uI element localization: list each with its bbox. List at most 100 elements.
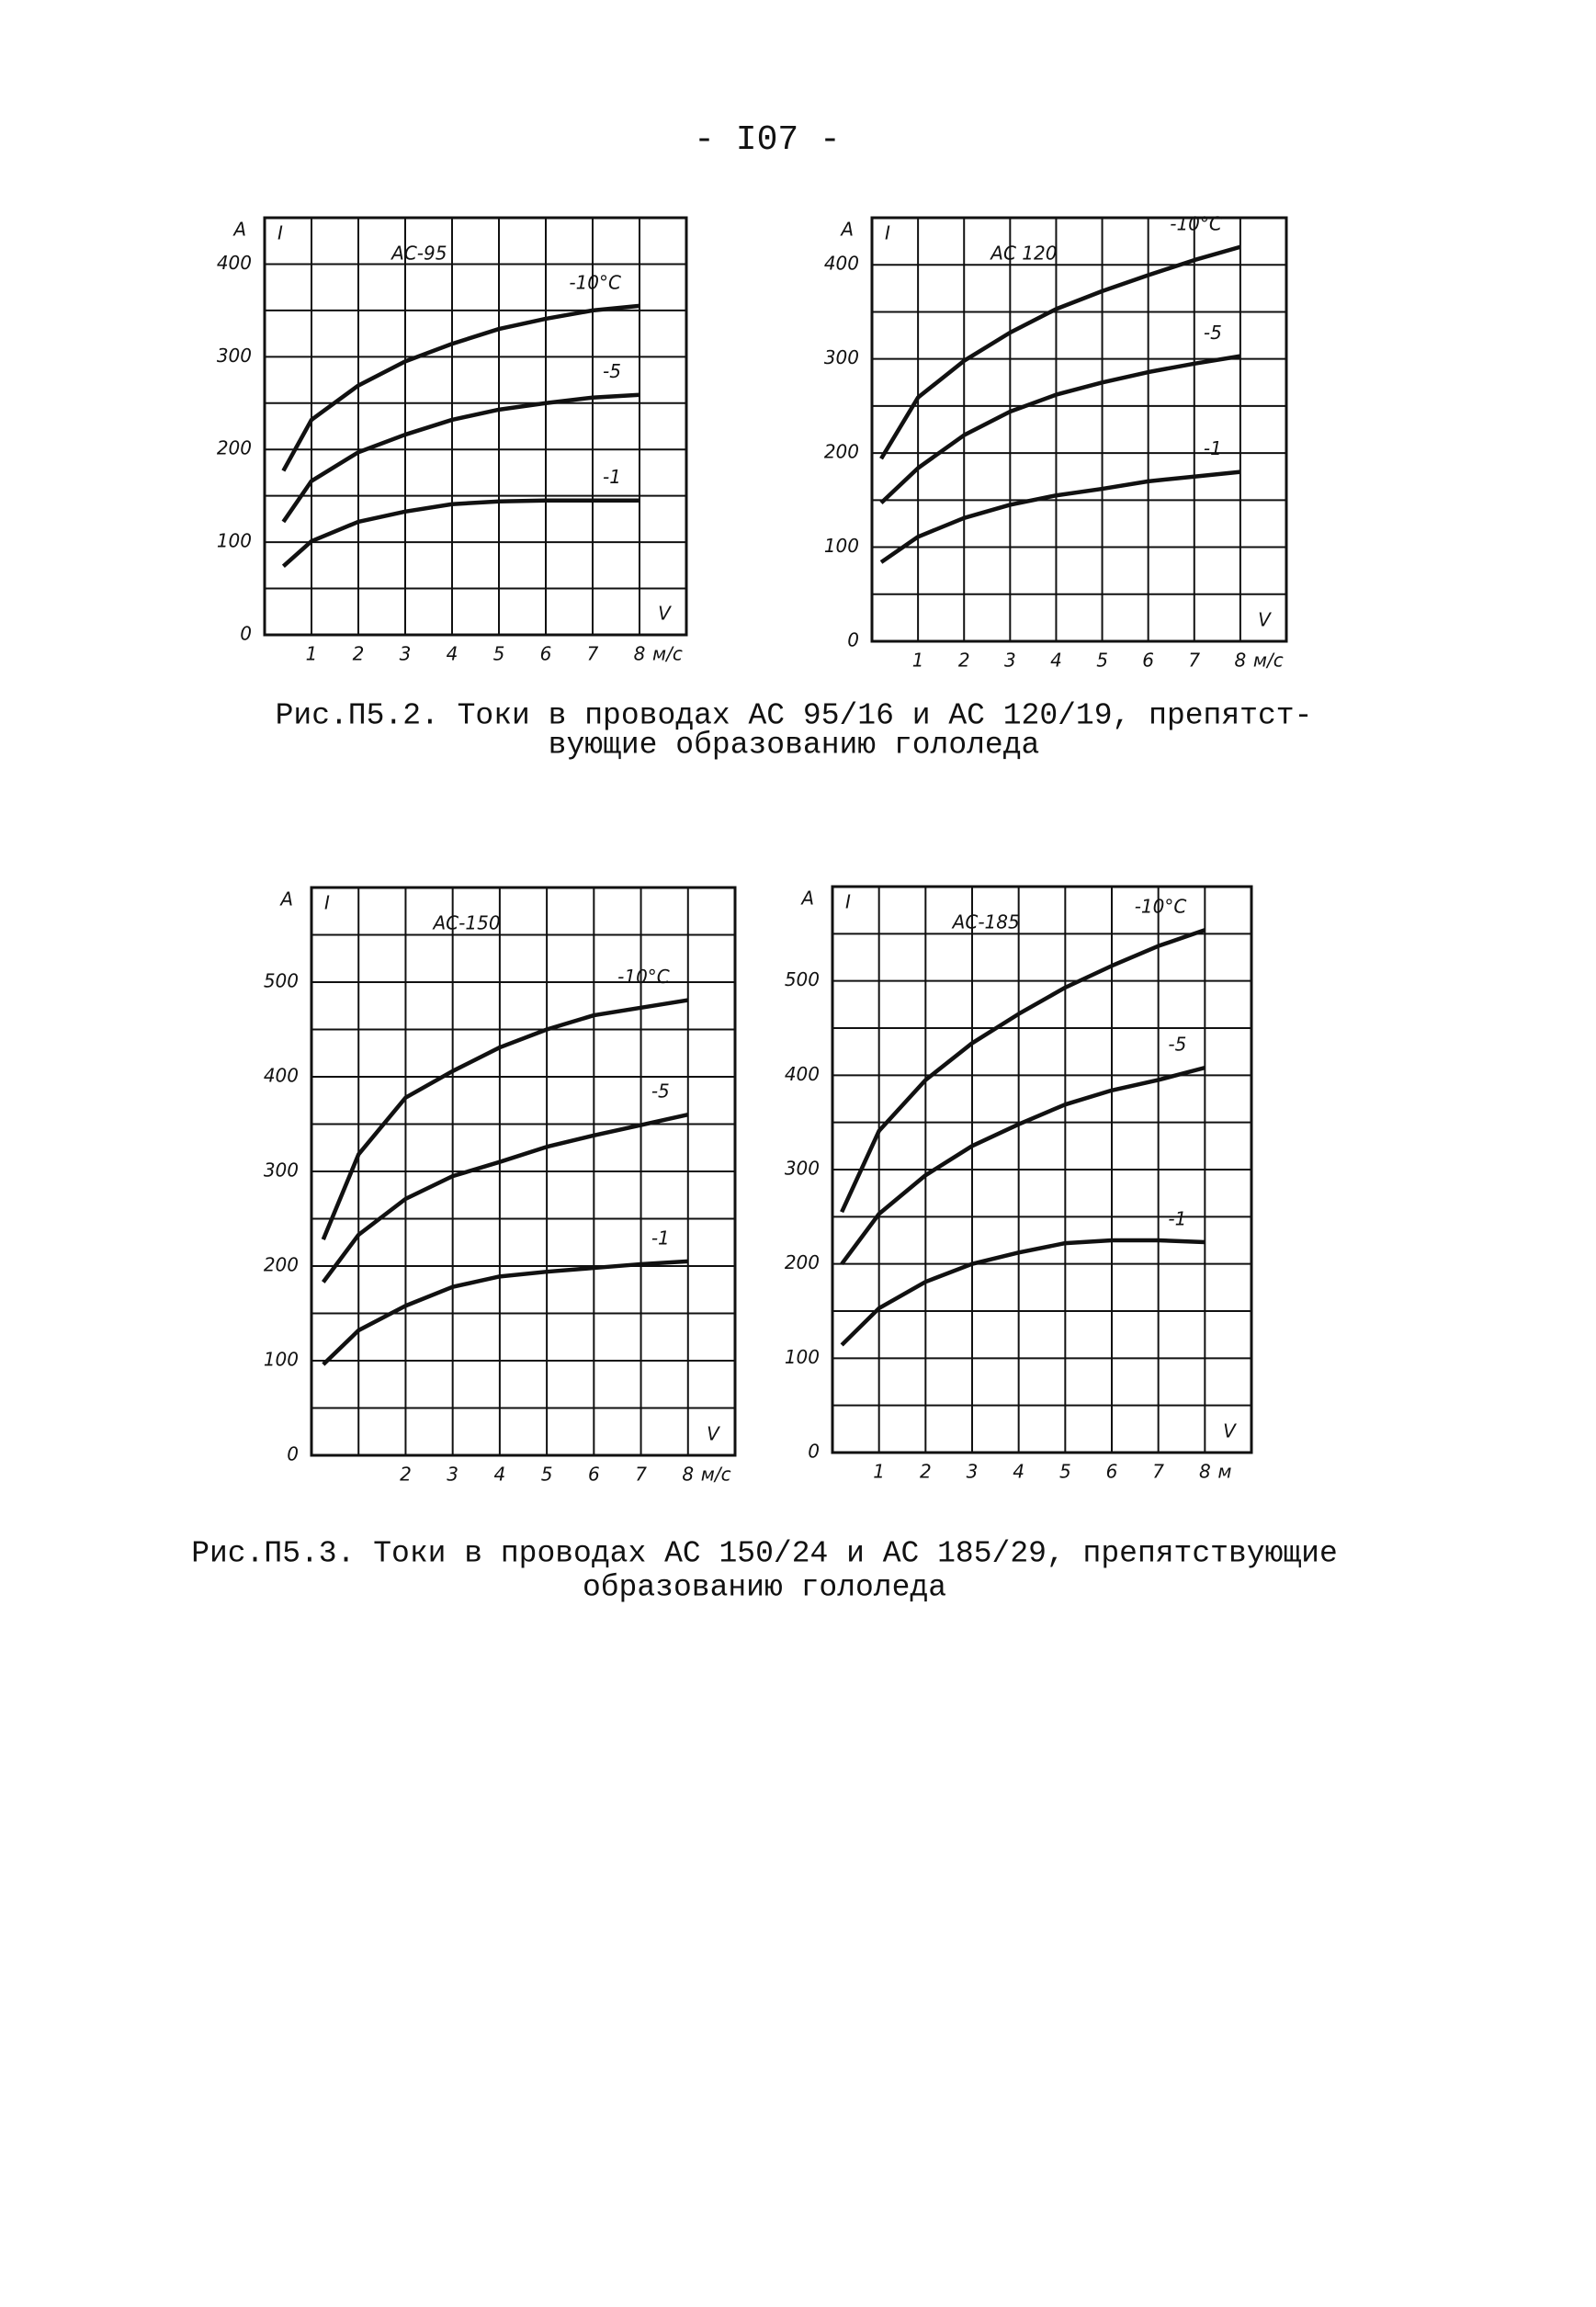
y-axis-unit: А [278, 888, 293, 910]
curve [879, 469, 1241, 564]
curve-label: -1 [1204, 437, 1222, 459]
x-axis-label: V [658, 603, 672, 625]
y-tick-label: 400 [264, 1065, 299, 1087]
chart-title: АС-95 [390, 243, 447, 265]
x-tick-label: 8 [682, 1464, 694, 1486]
curve [879, 244, 1241, 460]
y-tick-label: 100 [217, 530, 252, 552]
y-axis-unit: А [839, 219, 854, 241]
x-tick-label: 4 [1013, 1461, 1024, 1483]
curve-label: -5 [603, 360, 621, 382]
y-tick-label: 400 [217, 252, 252, 274]
y-axis-unit: А [232, 219, 246, 241]
x-tick-label: 7 [587, 643, 599, 665]
x-unit: м [1217, 1461, 1231, 1483]
x-tick-label: 2 [353, 643, 365, 665]
plot-frame [310, 886, 737, 1457]
y-tick-label: 100 [824, 535, 859, 557]
y-tick-label: 100 [785, 1346, 820, 1368]
caption-line: вующие образованию гололеда [549, 729, 1040, 763]
curve-label: -10°C [1170, 212, 1222, 234]
curve [840, 1065, 1205, 1266]
x-tick-label: 8 [1199, 1461, 1211, 1483]
curve-label: -1 [603, 466, 621, 488]
x-tick-label: 7 [1188, 650, 1200, 672]
x-tick-label: 3 [447, 1464, 458, 1486]
x-axis-label: V [1258, 609, 1272, 631]
x-tick-label: 4 [1050, 650, 1062, 672]
plot-frame [831, 885, 1253, 1454]
x-tick-label: 6 [588, 1464, 600, 1486]
x-tick-label: 4 [447, 643, 458, 665]
curve [281, 392, 640, 524]
y-axis-label: I [885, 222, 890, 244]
x-tick-label: 7 [635, 1464, 647, 1486]
y-tick-label: 400 [824, 253, 859, 275]
x-tick-label: 3 [1004, 650, 1016, 672]
x-tick-label: 1 [873, 1461, 885, 1483]
x-tick-label: 5 [1059, 1461, 1071, 1483]
caption-line: Рис.П5.2. Токи в проводах АС 95/16 и АС … [276, 699, 1313, 733]
x-tick-label: 6 [540, 643, 552, 665]
curve-label: -1 [1168, 1208, 1186, 1230]
curve [281, 303, 640, 472]
caption-line: Рис.П5.3. Токи в проводах АС 150/24 и АС… [191, 1537, 1338, 1571]
curve-label: -5 [651, 1080, 670, 1103]
x-tick-label: 1 [306, 643, 318, 665]
x-tick-label: 3 [967, 1461, 979, 1483]
y-tick-label: 500 [264, 970, 299, 992]
curve [322, 1113, 689, 1284]
chart-title: АС 120 [989, 243, 1057, 265]
y-tick-label: 200 [785, 1251, 820, 1273]
x-tick-label: 5 [541, 1464, 553, 1486]
y-tick-label: 200 [824, 441, 859, 463]
chart-title: АС-150 [432, 912, 501, 934]
x-tick-label: 5 [1096, 650, 1108, 672]
plot-frame [263, 216, 688, 637]
y-tick-label: 100 [264, 1349, 299, 1371]
y-tick-label: 0 [808, 1441, 820, 1463]
curve [840, 1238, 1205, 1347]
y-tick-label: 200 [217, 437, 252, 459]
x-tick-label: 2 [920, 1461, 932, 1483]
x-tick-label: 6 [1106, 1461, 1118, 1483]
y-tick-label: 400 [785, 1063, 820, 1085]
y-tick-label: 300 [785, 1158, 820, 1180]
x-tick-label: 2 [400, 1464, 412, 1486]
x-tick-label: 7 [1152, 1461, 1164, 1483]
x-unit: м/с [652, 643, 683, 665]
page-number: - I07 - [694, 120, 841, 160]
caption-line: образованию гололеда [583, 1571, 946, 1605]
plot-frame [870, 216, 1288, 643]
curve-label: -10°C [1135, 896, 1187, 918]
curve-label: -10°C [569, 271, 621, 293]
x-axis-label: V [707, 1423, 720, 1445]
y-tick-label: 300 [824, 346, 859, 368]
x-tick-label: 1 [912, 650, 924, 672]
curve [281, 498, 640, 569]
y-tick-label: 500 [785, 968, 820, 990]
curve-label: -1 [651, 1227, 670, 1249]
y-tick-label: 300 [217, 345, 252, 367]
y-tick-label: 0 [287, 1443, 299, 1465]
curve [321, 998, 689, 1241]
x-tick-label: 3 [400, 643, 412, 665]
x-tick-label: 6 [1142, 650, 1154, 672]
y-tick-label: 200 [264, 1254, 299, 1276]
y-axis-label: I [845, 891, 851, 913]
curve-label: -10°C [617, 966, 670, 988]
y-tick-label: 0 [240, 623, 252, 645]
chart-title: АС-185 [951, 911, 1020, 933]
curve [322, 1259, 688, 1366]
y-tick-label: 0 [847, 629, 859, 651]
y-axis-label: I [324, 892, 330, 914]
x-unit: м/с [701, 1464, 731, 1486]
x-tick-label: 5 [493, 643, 505, 665]
x-tick-label: 4 [494, 1464, 506, 1486]
x-unit: м/с [1253, 650, 1284, 672]
curve [879, 354, 1241, 505]
curve-label: -5 [1168, 1034, 1186, 1056]
y-tick-label: 300 [264, 1159, 299, 1182]
